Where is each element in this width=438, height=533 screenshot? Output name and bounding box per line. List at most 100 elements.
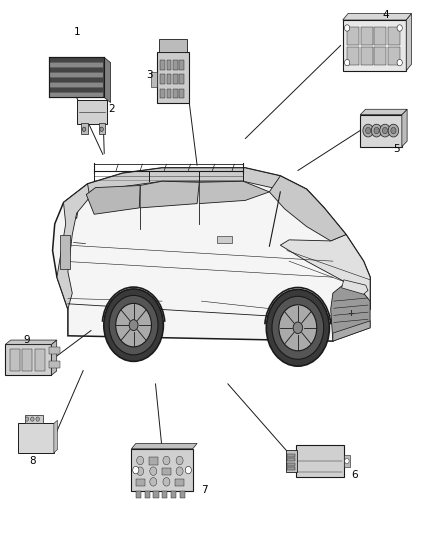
Circle shape — [388, 124, 399, 137]
Polygon shape — [342, 280, 368, 294]
Bar — [6, 344, 51, 375]
Bar — [50, 77, 103, 82]
Text: +: + — [347, 309, 354, 318]
Polygon shape — [333, 321, 370, 341]
Bar — [173, 88, 177, 98]
Bar — [157, 52, 189, 102]
Polygon shape — [57, 184, 90, 309]
Bar — [217, 236, 232, 243]
Polygon shape — [199, 181, 269, 204]
Bar — [180, 491, 185, 498]
Bar — [374, 47, 386, 65]
Bar — [149, 457, 158, 465]
Bar — [77, 100, 107, 124]
Circle shape — [137, 467, 144, 475]
Bar — [180, 75, 184, 84]
Polygon shape — [104, 58, 110, 102]
Bar — [25, 415, 43, 423]
Bar — [136, 491, 141, 498]
Bar — [50, 87, 103, 92]
Bar — [159, 39, 187, 52]
Circle shape — [82, 127, 86, 131]
Bar — [360, 115, 402, 147]
Circle shape — [163, 478, 170, 486]
Text: 9: 9 — [24, 335, 31, 345]
Bar — [160, 75, 165, 84]
Bar — [162, 491, 167, 498]
Bar — [166, 75, 171, 84]
Circle shape — [36, 417, 39, 421]
Bar — [287, 463, 295, 465]
Bar — [162, 468, 171, 475]
Polygon shape — [6, 340, 57, 344]
Circle shape — [382, 127, 388, 134]
Bar — [171, 491, 176, 498]
Bar — [22, 349, 32, 371]
Bar — [131, 449, 193, 491]
Bar — [287, 458, 295, 461]
Text: 4: 4 — [382, 10, 389, 20]
Bar — [160, 88, 165, 98]
Bar — [388, 27, 400, 45]
Bar — [287, 454, 295, 457]
Bar — [50, 58, 103, 62]
Bar — [347, 47, 359, 65]
Bar — [344, 455, 350, 467]
Bar — [296, 445, 344, 477]
Text: 5: 5 — [393, 144, 400, 154]
Bar — [160, 60, 165, 70]
Text: 1: 1 — [73, 27, 80, 37]
Polygon shape — [131, 443, 197, 449]
Circle shape — [272, 296, 324, 359]
Bar — [152, 72, 157, 87]
Bar — [145, 491, 150, 498]
Polygon shape — [406, 13, 411, 70]
Circle shape — [266, 289, 329, 366]
Circle shape — [185, 466, 191, 474]
Bar — [136, 479, 145, 486]
Polygon shape — [343, 13, 411, 20]
Circle shape — [374, 127, 379, 134]
Bar — [49, 348, 60, 353]
Circle shape — [391, 127, 396, 134]
Text: 6: 6 — [351, 471, 358, 480]
Polygon shape — [402, 109, 407, 147]
Polygon shape — [331, 282, 370, 341]
Polygon shape — [360, 109, 407, 115]
Bar — [388, 47, 400, 65]
Polygon shape — [64, 168, 324, 219]
Circle shape — [279, 305, 317, 351]
Bar — [50, 83, 103, 87]
Bar — [343, 20, 406, 70]
Bar — [50, 93, 103, 97]
Bar — [173, 60, 177, 70]
Circle shape — [129, 320, 138, 330]
Bar — [81, 123, 88, 133]
Circle shape — [150, 478, 157, 486]
Bar — [286, 450, 297, 472]
Bar — [180, 88, 184, 98]
Circle shape — [25, 417, 29, 421]
Circle shape — [133, 466, 139, 474]
Text: 7: 7 — [201, 486, 208, 495]
Bar — [60, 235, 70, 269]
Circle shape — [397, 59, 402, 66]
Circle shape — [100, 127, 103, 131]
Bar — [18, 423, 54, 453]
Circle shape — [116, 303, 152, 347]
Circle shape — [397, 25, 402, 31]
Circle shape — [104, 289, 163, 361]
Bar — [50, 68, 103, 72]
Circle shape — [176, 467, 183, 475]
Bar — [180, 60, 184, 70]
Circle shape — [344, 59, 350, 66]
Circle shape — [176, 456, 183, 465]
Polygon shape — [280, 235, 370, 304]
Bar — [361, 47, 373, 65]
Polygon shape — [269, 176, 346, 241]
Text: 3: 3 — [146, 70, 153, 79]
Bar — [35, 349, 45, 371]
Bar — [99, 123, 105, 133]
FancyBboxPatch shape — [49, 58, 104, 97]
Text: 2: 2 — [108, 104, 115, 114]
